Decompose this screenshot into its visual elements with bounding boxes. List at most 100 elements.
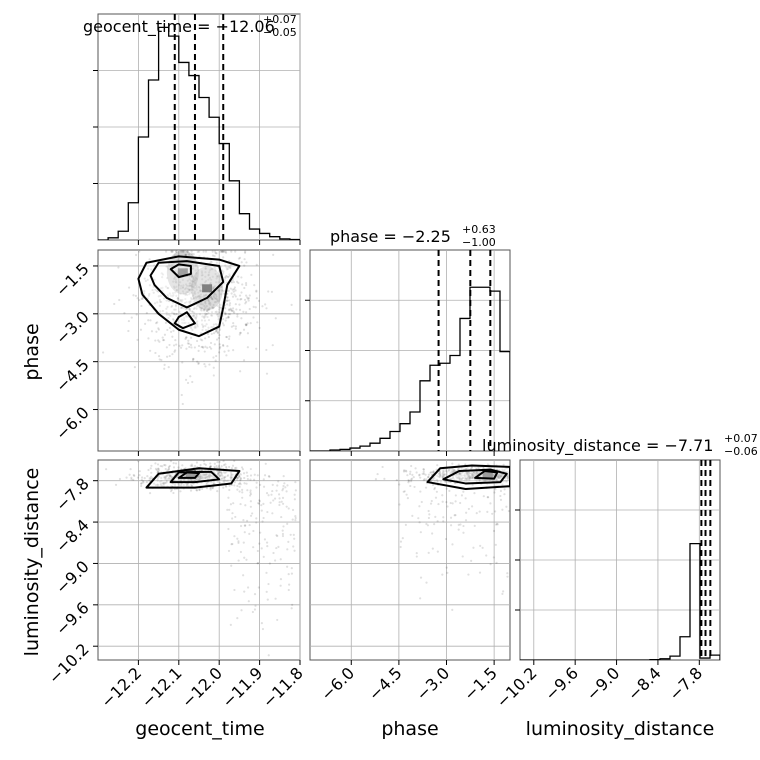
scatter-point [217, 466, 220, 469]
scatter-point [208, 301, 211, 304]
scatter-point [219, 471, 222, 474]
scatter-point [240, 291, 243, 294]
scatter-point [512, 481, 514, 483]
scatter-point [248, 307, 251, 311]
scatter-point [243, 590, 246, 593]
scatter-point [171, 311, 174, 314]
scatter-point [160, 358, 163, 362]
scatter-point [117, 266, 120, 269]
scatter-point [152, 285, 155, 288]
scatter-point [221, 269, 224, 272]
scatter-point [198, 306, 201, 309]
scatter-point [185, 483, 188, 486]
scatter-point [273, 559, 277, 562]
scatter-point [218, 343, 221, 346]
scatter-point [231, 309, 234, 312]
scatter-point [200, 475, 203, 478]
scatter-point [204, 337, 207, 340]
scatter-point [427, 551, 430, 554]
scatter-point [454, 494, 457, 497]
scatter-point [221, 250, 224, 253]
scatter-point [222, 317, 225, 321]
scatter-point [190, 275, 193, 279]
scatter-point [171, 318, 175, 321]
scatter-point [219, 475, 222, 478]
scatter-point [268, 562, 271, 565]
scatter-point [170, 250, 174, 253]
scatter-point [182, 250, 185, 253]
scatter-point [195, 489, 198, 492]
scatter-point [255, 297, 258, 300]
scatter-point [224, 276, 227, 279]
scatter-point [172, 312, 176, 316]
x-tick-label: −7.8 [665, 663, 706, 704]
scatter-point [514, 480, 516, 482]
scatter-point [442, 520, 445, 523]
scatter-point [258, 326, 261, 330]
scatter-point [198, 294, 201, 298]
scatter-point [161, 336, 164, 339]
histogram-phase [310, 286, 510, 451]
scatter-point [535, 483, 537, 485]
scatter-point [236, 476, 239, 480]
scatter-point [234, 289, 237, 292]
scatter-point [294, 515, 297, 518]
scatter-point [243, 524, 246, 527]
x-tick-label: −6.0 [317, 663, 358, 704]
scatter-point [133, 366, 136, 369]
scatter-point [501, 592, 504, 596]
scatter-point [549, 482, 551, 484]
scatter-point [144, 322, 147, 325]
scatter-point [211, 275, 214, 278]
scatter-point [206, 346, 209, 349]
scatter-point [219, 285, 222, 289]
scatter-point [192, 314, 195, 318]
scatter-point [196, 295, 200, 298]
scatter-point [231, 288, 234, 291]
scatter-point [154, 351, 157, 355]
scatter-point [185, 261, 188, 265]
scatter-point [232, 281, 235, 284]
scatter-point [245, 283, 248, 287]
scatter-point [514, 475, 516, 477]
scatter-point [242, 472, 246, 475]
scatter-point [164, 250, 168, 253]
scatter-point [418, 521, 421, 524]
scatter-point [522, 467, 524, 469]
y-tick-label: −9.0 [52, 557, 93, 598]
scatter-point [195, 461, 199, 464]
scatter-point [565, 480, 567, 482]
scatter-point [247, 297, 251, 300]
scatter-point [274, 597, 277, 600]
scatter-point [204, 345, 207, 348]
scatter-point [249, 474, 253, 477]
scatter-point [203, 319, 207, 322]
scatter-point [194, 478, 198, 481]
scatter-point [204, 267, 207, 270]
scatter-point [553, 465, 555, 467]
scatter-point [226, 474, 229, 478]
scatter-point [170, 263, 173, 266]
scatter-point [418, 474, 421, 477]
scatter-point [276, 534, 279, 538]
scatter-point [231, 517, 234, 520]
scatter-point [140, 297, 143, 301]
scatter-point [220, 471, 223, 474]
scatter-point [207, 274, 210, 277]
scatter-point [193, 311, 196, 314]
scatter-point [451, 608, 454, 611]
scatter-point [240, 466, 244, 469]
scatter-point [239, 370, 242, 373]
scatter-point [180, 306, 184, 309]
scatter-point [236, 298, 239, 301]
scatter-point [213, 301, 217, 304]
scatter-point [176, 299, 179, 302]
scatter-point [198, 286, 201, 289]
scatter-point [225, 471, 228, 474]
scatter-point [434, 515, 437, 518]
scatter-point [217, 351, 221, 354]
scatter-point [197, 344, 201, 348]
scatter-point [413, 485, 416, 489]
scatter-point [253, 608, 257, 611]
scatter-point [195, 288, 198, 291]
